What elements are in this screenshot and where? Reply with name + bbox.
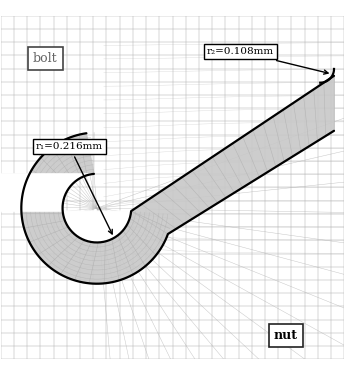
- Text: r₂=0.108mm: r₂=0.108mm: [207, 47, 328, 74]
- Text: nut: nut: [274, 329, 298, 342]
- Text: r₁=0.216mm: r₁=0.216mm: [36, 142, 112, 234]
- Text: bolt: bolt: [33, 52, 58, 65]
- Polygon shape: [21, 76, 334, 284]
- Polygon shape: [1, 174, 131, 243]
